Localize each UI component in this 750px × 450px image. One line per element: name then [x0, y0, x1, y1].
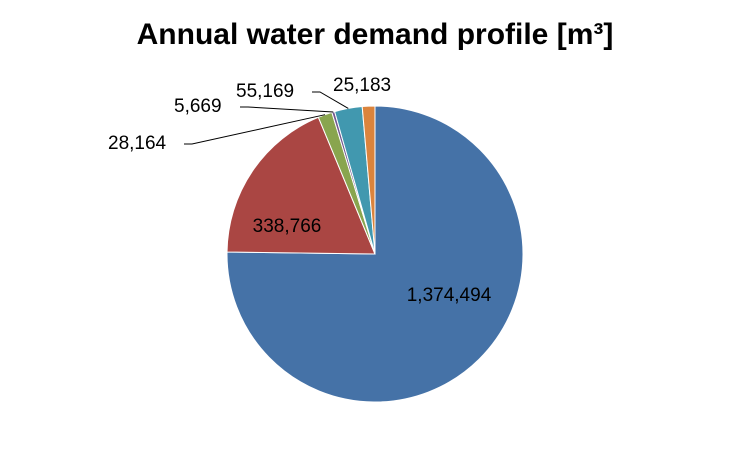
- leader-line: [184, 114, 326, 145]
- chart-title: Annual water demand profile [m³]: [136, 18, 614, 51]
- pie-slices: [226, 105, 524, 403]
- data-label: 55,169: [236, 81, 294, 102]
- pie-slice: [361, 105, 376, 255]
- data-label: 28,164: [108, 133, 167, 154]
- data-label: 338,766: [253, 216, 322, 237]
- data-label: 25,183: [333, 75, 391, 96]
- leader-lines: [184, 91, 349, 145]
- data-labels: 1,374,494 338,766 28,164 5,669 55,169 25,183: [108, 75, 492, 306]
- pie-slice: [226, 116, 376, 255]
- data-label: 5,669: [174, 96, 222, 117]
- leader-line: [312, 91, 349, 109]
- data-label: 1,374,494: [407, 285, 492, 306]
- leader-line: [240, 106, 334, 113]
